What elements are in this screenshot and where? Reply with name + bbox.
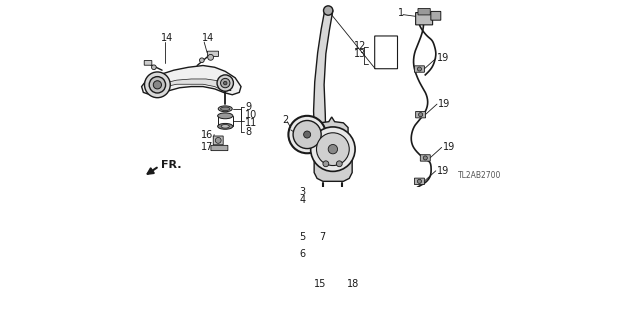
Circle shape <box>337 161 342 167</box>
Polygon shape <box>141 66 241 95</box>
FancyBboxPatch shape <box>415 66 424 72</box>
Circle shape <box>323 6 333 15</box>
Text: 3: 3 <box>300 187 306 197</box>
Text: 4: 4 <box>300 195 306 205</box>
FancyBboxPatch shape <box>326 271 339 282</box>
Circle shape <box>215 138 221 143</box>
Text: FR.: FR. <box>161 160 181 170</box>
FancyBboxPatch shape <box>415 12 433 25</box>
Circle shape <box>200 58 204 63</box>
Text: 19: 19 <box>443 142 455 152</box>
Ellipse shape <box>327 236 339 249</box>
FancyBboxPatch shape <box>213 136 223 145</box>
Text: 16: 16 <box>202 130 214 140</box>
Text: 14: 14 <box>202 33 214 43</box>
Circle shape <box>328 144 337 154</box>
Circle shape <box>145 72 170 98</box>
FancyBboxPatch shape <box>418 9 430 15</box>
Circle shape <box>223 81 227 85</box>
Ellipse shape <box>326 263 340 268</box>
FancyBboxPatch shape <box>415 111 426 118</box>
Circle shape <box>293 121 321 148</box>
Ellipse shape <box>221 124 229 128</box>
Circle shape <box>221 78 230 88</box>
Text: 9: 9 <box>245 102 252 112</box>
Circle shape <box>328 273 337 281</box>
Text: 13: 13 <box>354 49 366 59</box>
Ellipse shape <box>218 106 232 112</box>
Ellipse shape <box>321 250 345 258</box>
Text: 11: 11 <box>245 118 257 128</box>
Text: 19: 19 <box>438 99 451 109</box>
Circle shape <box>217 75 234 91</box>
Circle shape <box>317 133 349 165</box>
FancyBboxPatch shape <box>342 273 354 279</box>
FancyBboxPatch shape <box>431 12 441 20</box>
Text: 19: 19 <box>437 53 449 63</box>
Circle shape <box>417 67 422 71</box>
Circle shape <box>208 54 214 60</box>
FancyBboxPatch shape <box>211 145 228 151</box>
Text: 19: 19 <box>437 166 449 176</box>
Text: 15: 15 <box>314 279 326 289</box>
Circle shape <box>310 127 355 172</box>
Text: TL2AB2700: TL2AB2700 <box>458 171 501 180</box>
Circle shape <box>152 65 156 70</box>
Text: 10: 10 <box>245 110 257 120</box>
Circle shape <box>149 76 166 93</box>
Text: 2: 2 <box>282 115 288 125</box>
Polygon shape <box>150 79 231 91</box>
Circle shape <box>417 179 422 183</box>
Text: 8: 8 <box>245 127 252 137</box>
Circle shape <box>303 131 310 138</box>
Ellipse shape <box>218 124 233 129</box>
Circle shape <box>323 161 329 167</box>
Text: 18: 18 <box>347 279 359 289</box>
Circle shape <box>423 156 428 160</box>
Ellipse shape <box>218 113 233 119</box>
Circle shape <box>154 81 161 89</box>
Text: 17: 17 <box>201 142 214 152</box>
Text: 1: 1 <box>398 8 404 18</box>
FancyBboxPatch shape <box>415 178 424 185</box>
FancyBboxPatch shape <box>420 155 430 161</box>
Text: 6: 6 <box>300 249 306 259</box>
Ellipse shape <box>321 262 345 269</box>
Text: 14: 14 <box>161 33 173 43</box>
Polygon shape <box>314 117 352 181</box>
Text: 5: 5 <box>300 233 306 243</box>
Polygon shape <box>317 193 348 225</box>
Text: 12: 12 <box>354 41 366 51</box>
Text: 7: 7 <box>319 233 325 243</box>
FancyBboxPatch shape <box>207 51 218 56</box>
Ellipse shape <box>322 234 344 241</box>
FancyBboxPatch shape <box>144 60 152 65</box>
Circle shape <box>419 113 422 117</box>
Polygon shape <box>314 11 333 164</box>
Circle shape <box>289 116 326 153</box>
Ellipse shape <box>322 243 344 250</box>
Ellipse shape <box>221 107 230 110</box>
